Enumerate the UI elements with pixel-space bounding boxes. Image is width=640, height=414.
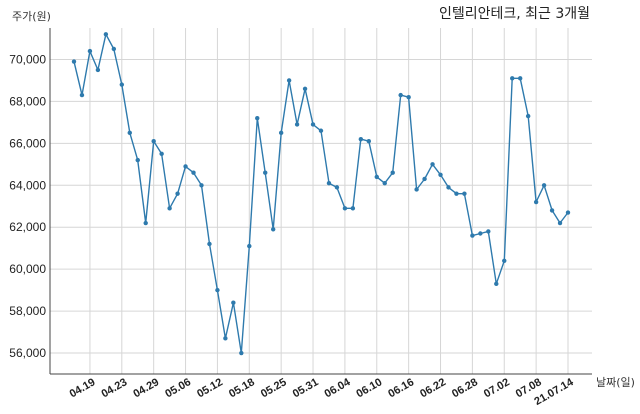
data-point xyxy=(255,115,260,121)
data-point xyxy=(462,191,467,196)
data-point xyxy=(286,78,292,83)
y-tick-label: 62,000 xyxy=(9,220,46,234)
price-series xyxy=(71,32,571,356)
data-point xyxy=(350,206,356,211)
data-point xyxy=(119,82,125,87)
data-point xyxy=(183,164,188,169)
y-axis-label: 주가(원) xyxy=(12,10,51,23)
x-tick-label: 05.31 xyxy=(291,376,321,400)
data-point xyxy=(517,76,523,81)
data-point xyxy=(430,162,435,167)
data-point xyxy=(310,122,316,127)
x-tick-label: 04.23 xyxy=(99,376,129,400)
data-point xyxy=(207,241,212,247)
data-point xyxy=(278,130,284,136)
data-point xyxy=(95,67,101,73)
data-point xyxy=(326,180,332,186)
data-point xyxy=(541,183,547,188)
data-point xyxy=(151,139,156,144)
data-point xyxy=(494,281,499,287)
data-point xyxy=(390,170,395,175)
data-point xyxy=(565,210,571,215)
data-point xyxy=(175,191,180,196)
x-tick-label: 05.12 xyxy=(195,376,225,400)
data-point xyxy=(302,86,308,92)
data-point xyxy=(159,151,164,157)
data-point xyxy=(486,229,491,234)
x-tick-label: 06.22 xyxy=(418,376,448,400)
data-point xyxy=(318,128,324,133)
data-point xyxy=(87,48,93,54)
data-point xyxy=(294,122,300,127)
data-point xyxy=(502,258,507,263)
x-axis-label: 날짜(일) xyxy=(596,375,635,389)
data-point xyxy=(478,231,483,236)
y-tick-label: 58,000 xyxy=(9,304,46,318)
x-tick-label: 05.18 xyxy=(227,376,257,400)
data-point xyxy=(247,243,252,249)
y-tick-labels: 56,000 58,000 60,000 62,000 64,000 66,000 68,0… xyxy=(9,52,46,360)
y-tick-label: 66,000 xyxy=(9,136,46,150)
data-point xyxy=(438,172,443,177)
data-point xyxy=(510,76,515,81)
data-point xyxy=(135,157,140,163)
data-point xyxy=(103,32,109,37)
x-tick-labels: 04.19 04.23 04.29 05.06 05.12 05.18 05.25 05.31… xyxy=(68,376,577,408)
data-point xyxy=(143,220,148,226)
data-point xyxy=(199,183,204,188)
data-point xyxy=(533,199,539,205)
x-tick-label: 05.25 xyxy=(259,376,289,400)
data-point xyxy=(334,185,340,190)
chart-title: 인텔리안테크, 최근 3개월 xyxy=(439,6,590,22)
grid-layer xyxy=(50,28,592,374)
data-point xyxy=(71,59,77,64)
data-point xyxy=(446,185,451,190)
data-point xyxy=(127,130,132,136)
y-tick-label: 56,000 xyxy=(9,346,46,360)
data-point xyxy=(111,46,117,52)
y-tick-label: 64,000 xyxy=(9,178,46,192)
data-point xyxy=(231,300,236,305)
data-point xyxy=(358,136,364,142)
data-point xyxy=(270,227,276,232)
data-point xyxy=(470,233,475,238)
data-point xyxy=(406,95,411,100)
data-point xyxy=(422,176,427,182)
data-point xyxy=(374,174,379,180)
axis-layer xyxy=(49,28,592,375)
data-point xyxy=(167,206,172,211)
data-point xyxy=(342,206,348,211)
x-tick-label: 04.19 xyxy=(68,376,98,400)
y-tick-label: 70,000 xyxy=(9,52,46,66)
y-tick-label: 60,000 xyxy=(9,262,46,276)
data-point xyxy=(223,336,228,341)
y-tick-label: 68,000 xyxy=(9,94,46,108)
data-point xyxy=(557,220,563,226)
x-tick-label: 06.28 xyxy=(450,376,480,400)
data-point xyxy=(414,187,419,192)
price-line xyxy=(73,33,569,354)
data-point xyxy=(263,170,268,175)
data-point xyxy=(239,350,244,356)
data-point xyxy=(398,92,403,98)
x-tick-label: 07.02 xyxy=(482,376,512,400)
data-point xyxy=(525,113,531,119)
data-point xyxy=(215,287,220,293)
data-point xyxy=(79,92,85,98)
x-tick-label: 06.04 xyxy=(323,376,354,401)
data-point xyxy=(549,208,555,213)
data-point xyxy=(382,180,387,186)
x-tick-label: 06.10 xyxy=(354,376,384,400)
x-tick-label: 06.16 xyxy=(386,376,416,400)
data-point xyxy=(454,191,459,196)
x-tick-label: 05.06 xyxy=(163,376,193,400)
data-point xyxy=(191,170,196,175)
x-tick-label: 04.29 xyxy=(131,376,161,400)
data-point xyxy=(366,139,372,144)
